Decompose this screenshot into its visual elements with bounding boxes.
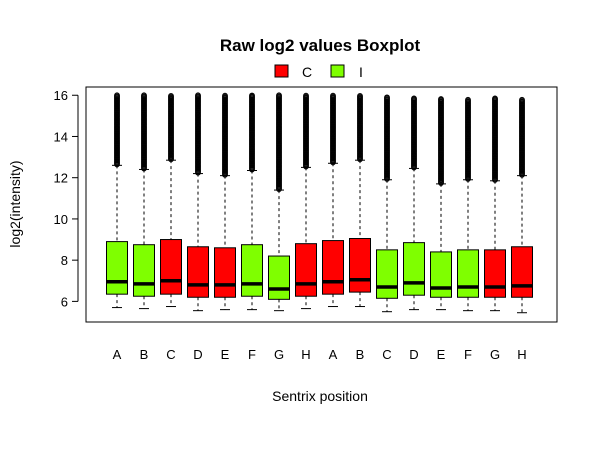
outlier-point xyxy=(465,96,471,103)
y-tick-label: 8 xyxy=(61,253,68,268)
y-tick-label: 10 xyxy=(54,212,68,227)
box-body xyxy=(214,247,236,298)
outlier-point xyxy=(249,92,255,99)
x-tick-label: F xyxy=(248,347,256,362)
box-11 xyxy=(376,94,398,313)
box-body xyxy=(187,246,209,298)
outlier-stack xyxy=(492,95,498,183)
x-tick-label: H xyxy=(517,347,526,362)
outlier-stack xyxy=(249,92,255,173)
x-tick-label: G xyxy=(490,347,500,362)
box-12 xyxy=(403,95,425,311)
legend-swatch-c xyxy=(274,64,289,78)
x-tick-label: E xyxy=(221,347,230,362)
x-tick-label: A xyxy=(329,347,338,362)
box-body xyxy=(322,240,344,295)
legend-swatch-i xyxy=(330,64,345,78)
box-9 xyxy=(322,92,344,308)
outlier-point xyxy=(411,95,417,102)
outlier-point xyxy=(330,92,336,99)
outlier-stack xyxy=(114,92,120,168)
box-6 xyxy=(241,92,263,311)
box-5 xyxy=(214,92,236,311)
outlier-point xyxy=(222,92,228,99)
box-1 xyxy=(106,92,128,309)
box-body xyxy=(403,242,425,296)
outlier-stack xyxy=(465,96,471,182)
box-body xyxy=(349,238,371,293)
y-tick-label: 12 xyxy=(54,171,68,186)
outlier-stack xyxy=(330,92,336,166)
box-14 xyxy=(457,96,479,312)
outlier-stack xyxy=(222,92,228,178)
x-tick-label: F xyxy=(464,347,472,362)
box-3 xyxy=(160,93,182,308)
legend-label-c: C xyxy=(302,64,312,80)
box-body xyxy=(376,249,398,299)
box-body xyxy=(241,244,263,297)
box-10 xyxy=(349,93,371,308)
box-4 xyxy=(187,92,209,312)
outlier-point xyxy=(384,94,390,101)
outlier-stack xyxy=(303,92,309,170)
y-axis: 6 8 10 12 14 16 xyxy=(54,88,79,309)
box-body xyxy=(430,251,452,298)
box-body xyxy=(133,244,155,297)
outlier-stack xyxy=(141,92,147,172)
x-tick-label: C xyxy=(166,347,175,362)
outlier-stack xyxy=(519,96,525,178)
plot-frame xyxy=(85,86,558,323)
box-2 xyxy=(133,92,155,310)
outlier-stack xyxy=(411,95,417,171)
box-16 xyxy=(511,96,533,314)
outlier-stack xyxy=(276,92,282,193)
x-tick-label: H xyxy=(301,347,310,362)
outlier-stack xyxy=(357,93,363,163)
outlier-point xyxy=(492,95,498,102)
box-7 xyxy=(268,92,290,312)
outlier-point xyxy=(303,92,309,99)
outlier-point xyxy=(438,96,444,102)
y-tick-label: 16 xyxy=(54,88,68,103)
y-tick-label: 6 xyxy=(61,294,68,309)
x-tick-label: D xyxy=(409,347,418,362)
outlier-point xyxy=(357,93,363,99)
box-body xyxy=(484,249,506,298)
box-8 xyxy=(295,92,317,310)
outlier-stack xyxy=(195,92,201,176)
chart-title: Raw log2 values Boxplot xyxy=(220,36,421,55)
y-axis-label: log2(intensity) xyxy=(7,160,23,247)
outlier-point xyxy=(195,92,201,99)
legend: C I xyxy=(274,64,363,80)
x-tick-label: B xyxy=(356,347,365,362)
x-tick-label: D xyxy=(193,347,202,362)
box-body xyxy=(106,241,128,295)
x-tick-label: C xyxy=(382,347,391,362)
box-body xyxy=(160,239,182,295)
outlier-stack xyxy=(438,96,444,186)
legend-label-i: I xyxy=(359,64,363,80)
boxes-layer xyxy=(106,92,533,314)
box-13 xyxy=(430,96,452,311)
outlier-point xyxy=(114,92,120,99)
x-axis-label: Sentrix position xyxy=(272,388,368,404)
box-body xyxy=(295,243,317,297)
x-tick-label: A xyxy=(113,347,122,362)
outlier-point xyxy=(276,92,282,99)
x-tick-label: G xyxy=(274,347,284,362)
box-body xyxy=(457,249,479,298)
x-tick-label: E xyxy=(437,347,446,362)
outlier-point xyxy=(519,96,525,103)
box-15 xyxy=(484,95,506,312)
y-tick-label: 14 xyxy=(54,129,68,144)
box-body xyxy=(268,255,290,300)
outlier-point xyxy=(141,92,147,99)
outlier-point xyxy=(168,93,174,99)
box-body xyxy=(511,246,533,298)
outlier-stack xyxy=(384,94,390,182)
x-tick-label: B xyxy=(140,347,149,362)
outlier-stack xyxy=(168,93,174,163)
